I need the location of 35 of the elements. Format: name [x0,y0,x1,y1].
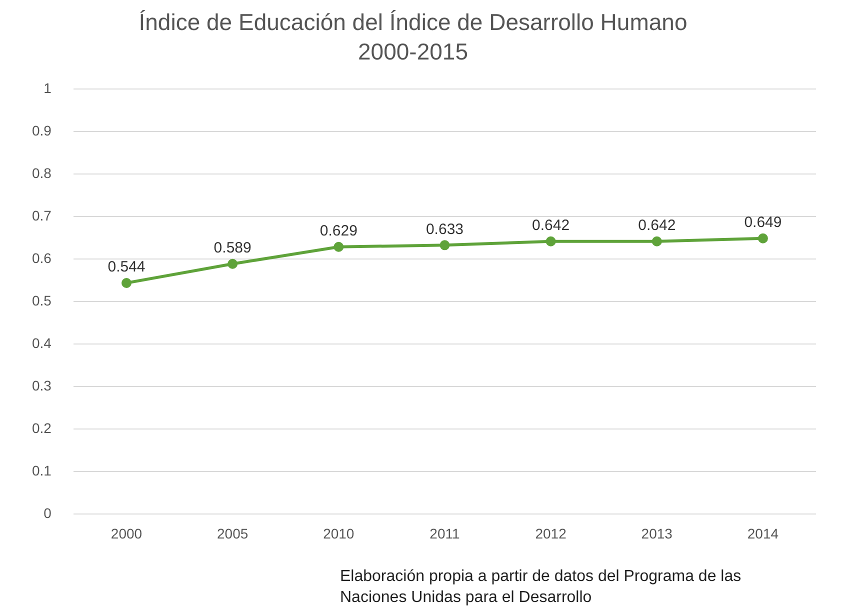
y-tick-label: 0.4 [32,335,52,352]
chart-title: Índice de Educación del Índice de Desarrollo Humano [138,9,688,36]
y-tick-label: 0.3 [32,378,52,394]
y-tick-label: 0.7 [32,208,52,224]
data-label: 0.633 [426,220,464,238]
data-label: 0.642 [532,216,570,234]
data-label: 0.544 [108,258,146,276]
point [228,258,238,269]
x-tick-label: 2011 [430,525,460,542]
x-tick-label: 2012 [535,525,567,542]
y-tick-label: 0 [44,505,52,522]
y-tick-label: 0.5 [32,292,52,309]
data-label: 0.649 [744,214,782,232]
point [546,236,556,246]
point [334,242,344,252]
x-tick-label: 2005 [217,525,248,542]
y-tick-label: 0.1 [32,462,52,479]
point [758,233,768,244]
y-tick-label: 1 [44,80,52,96]
point [122,278,132,288]
y-tick-label: 0.2 [32,420,52,436]
chart-subtitle: 2000-2015 [358,38,468,65]
y-tick-label: 0.6 [32,250,52,266]
data-label: 0.642 [638,216,676,234]
point [652,236,662,246]
x-tick-label: 2014 [747,525,779,542]
x-tick-label: 2000 [110,525,142,542]
point [440,240,450,250]
x-tick-label: 2010 [323,525,354,542]
y-tick-label: 0.8 [32,165,52,182]
y-tick-label: 0.9 [32,122,52,139]
data-label: 0.629 [320,222,358,240]
data-label: 0.589 [214,240,252,257]
x-tick-label: 2013 [641,525,673,542]
text: Elaboración propia a partir de datos del Programa de las Naciones Unidas para el Desarrollo [340,567,742,608]
